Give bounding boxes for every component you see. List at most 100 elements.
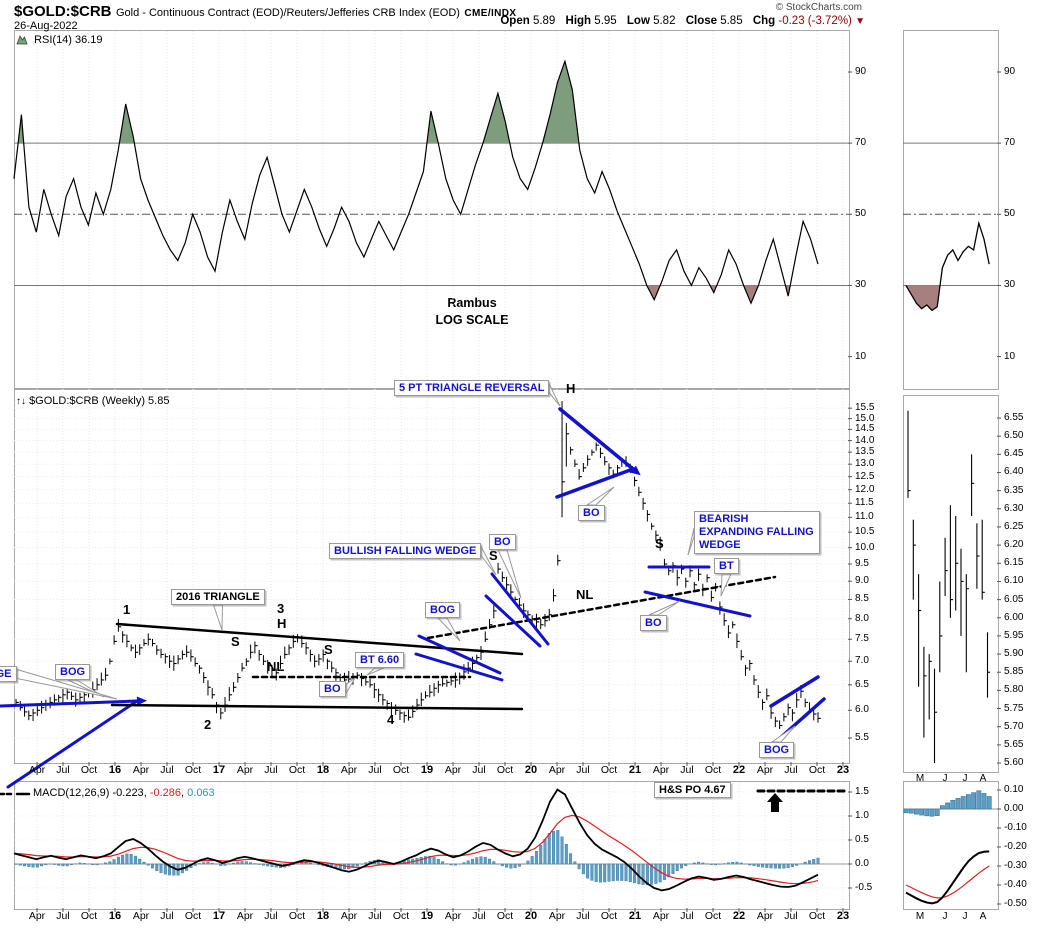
- rsi-legend-label: RSI(14) 36.19: [34, 34, 103, 46]
- x-axis-label: Oct: [184, 764, 202, 776]
- price-y-axis-label: 13.5: [855, 446, 875, 458]
- price-inset-y-axis-label: 6.50: [1004, 430, 1024, 442]
- x-axis-label: Oct: [184, 910, 202, 922]
- x-axis-label: Apr: [444, 910, 462, 922]
- chg-down-triangle-icon[interactable]: ▼: [855, 16, 865, 27]
- price-inset-y-axis-label: 5.65: [1004, 738, 1024, 750]
- x-axis-label: 23: [836, 764, 850, 776]
- symbol-label: $GOLD:$CRB: [14, 3, 112, 20]
- macd-legend-name: MACD(12,26,9): [33, 787, 110, 799]
- price-inset-y-axis-label: 6.25: [1004, 520, 1024, 532]
- macd-signal-value: -0.286: [149, 787, 182, 799]
- price-inset-y-axis-label: 5.90: [1004, 648, 1024, 660]
- macd-inset-x-axis-label: J: [962, 911, 968, 922]
- annotation-callout: 2016 TRIANGLE: [171, 589, 265, 605]
- rsi-panel: [14, 30, 850, 390]
- macd-hist-value: 0.063: [187, 787, 215, 799]
- x-axis-label: 22: [732, 910, 746, 922]
- annotation-callout: BO: [319, 681, 346, 697]
- price-y-axis-label: 10.0: [855, 541, 875, 553]
- price-y-axis-label: 12.5: [855, 470, 875, 482]
- x-axis-label: 23: [836, 910, 850, 922]
- x-axis-label: 19: [420, 910, 434, 922]
- copyright: © StockCharts.com: [775, 2, 862, 13]
- open-label: Open: [500, 15, 530, 27]
- exchange-label: CME/INDX: [464, 8, 517, 19]
- x-axis-label: Oct: [496, 764, 514, 776]
- x-axis-label: Apr: [236, 910, 254, 922]
- x-axis-label: Oct: [704, 764, 722, 776]
- x-axis-label: Apr: [132, 910, 150, 922]
- price-y-axis-label: 15.5: [855, 402, 875, 414]
- chart-letter-annotation: H: [277, 616, 287, 631]
- watermark-line1: Rambus: [447, 296, 497, 310]
- low-label: Low: [626, 15, 650, 27]
- macd-inset-y-axis-label: -0.40: [1004, 879, 1027, 890]
- open-value: 5.89: [532, 15, 556, 27]
- area-chart-icon: [16, 35, 28, 45]
- x-axis-label: 20: [524, 764, 538, 776]
- price-inset-y-axis-label: 6.10: [1004, 575, 1024, 587]
- chart-letter-annotation: 3: [277, 601, 285, 616]
- chg-label: Chg: [752, 15, 776, 27]
- price-inset-y-axis-label: 6.15: [1004, 557, 1024, 569]
- x-axis-label: 21: [628, 910, 642, 922]
- x-axis-label: 21: [628, 764, 642, 776]
- macd-value: -0.223: [112, 787, 144, 799]
- macd-inset-y-axis-label: 0.10: [1004, 784, 1024, 795]
- x-axis-label: Jul: [680, 764, 694, 776]
- macd-inset-x-axis-label: A: [979, 911, 987, 922]
- high-value: 5.95: [594, 15, 617, 27]
- x-axis-label: 18: [316, 910, 330, 922]
- price-y-axis-label: 15.0: [855, 412, 875, 424]
- x-axis-label: Apr: [236, 764, 254, 776]
- annotation-callout: BT: [714, 558, 739, 574]
- macd-inset-y-axis-label: -0.50: [1004, 898, 1027, 909]
- quote-bar: Open 5.89 High 5.95 Low 5.82 Close 5.85 …: [493, 15, 865, 27]
- price-inset-y-axis-label: 5.60: [1004, 757, 1024, 769]
- x-axis-label: Apr: [28, 910, 46, 922]
- x-axis-label: Jul: [472, 910, 486, 922]
- price-y-axis-label: 9.5: [855, 558, 869, 569]
- macd-inset-y-axis-label: -0.30: [1004, 860, 1027, 871]
- x-axis-label: Jul: [56, 910, 70, 922]
- price-inset-y-axis-label: 6.45: [1004, 448, 1024, 460]
- x-axis-label: Apr: [340, 910, 358, 922]
- rsi-inset-y-axis-label: 50: [1004, 208, 1016, 220]
- chart-letter-annotation: NL: [267, 659, 285, 674]
- price-y-axis-label: 9.0: [855, 575, 869, 587]
- macd-y-axis-label: -0.5: [855, 882, 873, 893]
- chart-letter-annotation: S: [231, 634, 240, 649]
- price-inset-y-axis-label: 6.30: [1004, 502, 1024, 514]
- up-down-arrows-icon: ↑↓: [16, 396, 26, 407]
- x-axis-label: 17: [212, 910, 226, 922]
- chart-letter-annotation: NL: [576, 587, 594, 602]
- annotation-callout: BEARISH EXPANDING FALLING WEDGE: [694, 511, 820, 554]
- rsi-inset-y-axis-label: 10: [1004, 350, 1016, 362]
- chart-letter-annotation: 1: [123, 602, 131, 617]
- rsi-inset-y-axis-label: 70: [1004, 137, 1016, 149]
- close-value: 5.85: [720, 15, 743, 27]
- x-axis-label: Oct: [392, 910, 410, 922]
- x-axis-label: Jul: [368, 764, 382, 776]
- x-axis-label: Apr: [652, 910, 670, 922]
- rsi-y-axis-label: 30: [855, 279, 867, 291]
- price-inset-y-axis-label: 6.40: [1004, 466, 1024, 478]
- price-inset-y-axis-label: 6.20: [1004, 539, 1024, 551]
- macd-y-axis-label: 0.5: [855, 834, 869, 845]
- chart-letter-annotation: S: [324, 642, 333, 657]
- annotation-callout: BO: [578, 505, 605, 521]
- price-inset-x-axis-label: J: [962, 773, 968, 784]
- x-axis-label: 16: [108, 910, 122, 922]
- rsi-y-axis-label: 90: [855, 66, 867, 77]
- x-axis-label: Jul: [160, 910, 174, 922]
- annotation-callout: 5 PT TRIANGLE REVERSAL: [394, 380, 550, 396]
- rsi-y-axis-label: 10: [855, 350, 867, 362]
- x-axis-label: Jul: [680, 910, 694, 922]
- price-y-axis-label: 13.0: [855, 458, 875, 470]
- annotation-callout: BOG: [425, 602, 461, 618]
- x-axis-label: Jul: [784, 910, 798, 922]
- x-axis-label: 19: [420, 764, 434, 776]
- chart-letter-annotation: S: [655, 536, 664, 551]
